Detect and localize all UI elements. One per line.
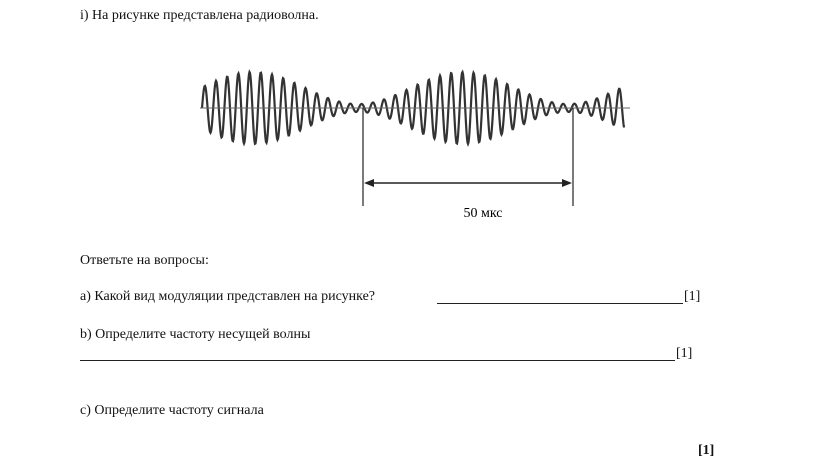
question-c: c) Определите частоту сигнала — [80, 403, 264, 418]
arrow-left — [364, 179, 374, 187]
question-b: b) Определите частоту несущей волны — [80, 327, 311, 342]
intro: i) На рисунке представлена радиоволна. — [80, 8, 319, 23]
answer-line — [80, 360, 675, 361]
arrow-right — [562, 179, 572, 187]
radio-wave — [200, 69, 626, 147]
answer-line — [437, 303, 683, 304]
mark-a: [1] — [684, 289, 701, 304]
question-a: a) Какой вид модуляции представлен на ри… — [80, 289, 375, 304]
figure-label: 50 мкс — [463, 206, 502, 221]
figure: 50 мкс — [200, 69, 630, 221]
prompt: Ответьте на вопросы: — [80, 253, 209, 268]
mark-c: [1] — [698, 443, 715, 458]
mark-b: [1] — [676, 346, 693, 361]
